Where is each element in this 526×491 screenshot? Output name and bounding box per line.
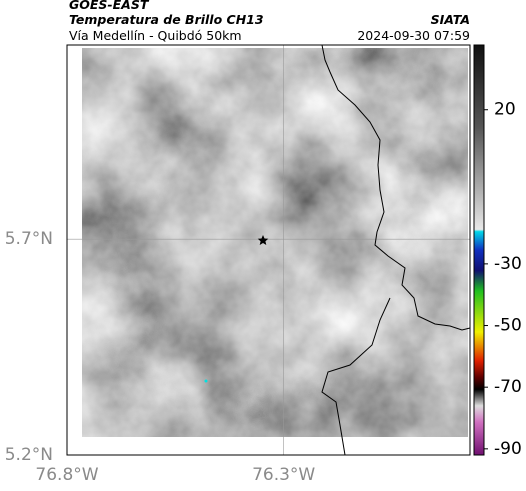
colorbar-tick-label: -30 — [494, 254, 522, 274]
point-marker — [204, 379, 208, 383]
colorbar — [473, 44, 485, 456]
city-marker — [257, 235, 269, 245]
org: SIATA — [431, 12, 470, 27]
map-frame — [66, 44, 471, 456]
colorbar-tick-label: -50 — [494, 316, 522, 336]
y-tick-label: 5.7°N — [5, 229, 53, 249]
route: Vía Medellín - Quibdó 50km — [69, 28, 242, 43]
y-tick-label: 5.2°N — [5, 445, 53, 465]
colorbar-tick-label: -90 — [494, 439, 522, 459]
subtitle: Temperatura de Brillo CH13 — [69, 12, 264, 27]
colorbar-tick-label: -70 — [494, 377, 522, 397]
datetime: 2024-09-30 07:59 — [357, 28, 470, 43]
x-tick-label: 76.8°W — [35, 465, 98, 485]
satellite-image — [82, 48, 468, 437]
title: GOES-EAST — [69, 0, 150, 12]
borders — [321, 44, 471, 456]
x-tick-label: 76.3°W — [252, 465, 315, 485]
colorbar-tick-label: 20 — [494, 100, 516, 120]
